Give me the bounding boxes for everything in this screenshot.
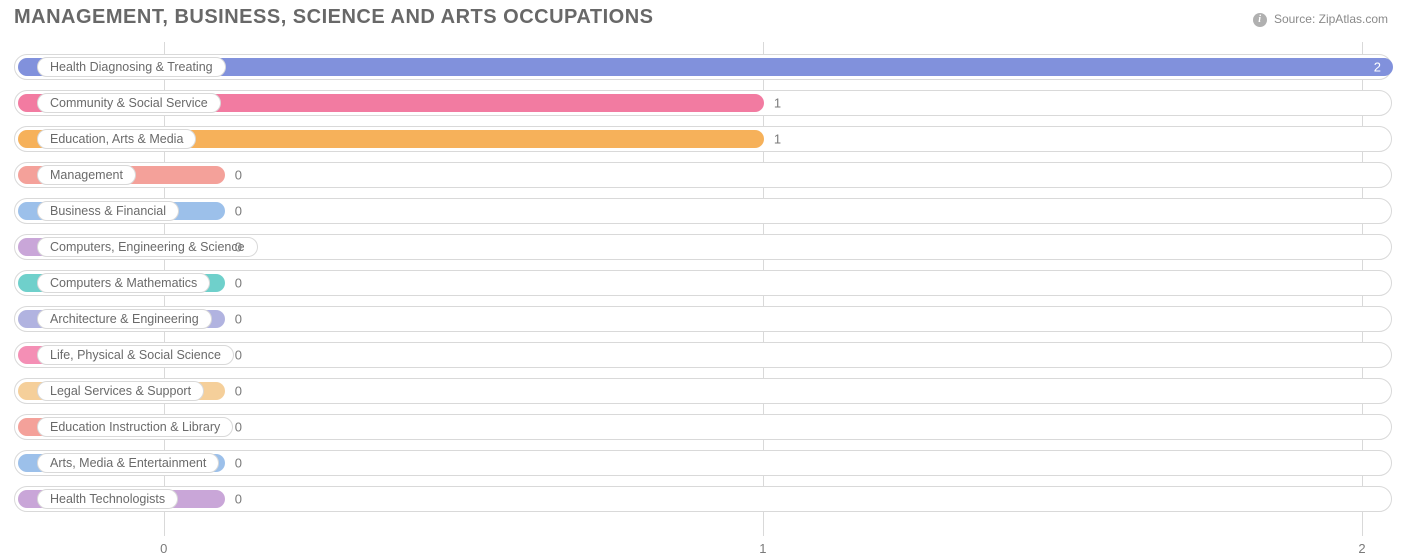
- bar-label: Management: [37, 165, 136, 185]
- bar-value: 0: [235, 168, 242, 183]
- bar-label: Computers, Engineering & Science: [37, 237, 258, 257]
- bar-track: Architecture & Engineering 0: [14, 306, 1392, 332]
- plot-area: 0 1 2Health Diagnosing & Treating 2 Communit…: [14, 42, 1392, 536]
- bar-value: 0: [235, 384, 242, 399]
- bar-value: 1: [774, 96, 781, 111]
- chart-source: i Source: ZipAtlas.com: [1253, 12, 1388, 27]
- bar-track: Arts, Media & Entertainment 0: [14, 450, 1392, 476]
- bar-track: Health Diagnosing & Treating 2: [14, 54, 1392, 80]
- bar-value: 0: [235, 420, 242, 435]
- chart-title: MANAGEMENT, BUSINESS, SCIENCE AND ARTS O…: [14, 6, 653, 29]
- bar-label: Health Technologists: [37, 489, 178, 509]
- chart-container: MANAGEMENT, BUSINESS, SCIENCE AND ARTS O…: [0, 0, 1406, 558]
- bar-value: 2: [1374, 60, 1381, 75]
- bar-value: 0: [235, 492, 242, 507]
- bar-track: Computers, Engineering & Science0: [14, 234, 1392, 260]
- bar-label: Life, Physical & Social Science: [37, 345, 234, 365]
- bar-label: Community & Social Service: [37, 93, 221, 113]
- bar-label: Arts, Media & Entertainment: [37, 453, 219, 473]
- bar-value: 0: [235, 312, 242, 327]
- bar-track: Community & Social Service 1: [14, 90, 1392, 116]
- x-tick-label: 2: [1358, 541, 1365, 556]
- bar-label: Health Diagnosing & Treating: [37, 57, 226, 77]
- bar-track: Management 0: [14, 162, 1392, 188]
- bar-track: Legal Services & Support 0: [14, 378, 1392, 404]
- x-tick-label: 1: [759, 541, 766, 556]
- bar-label: Education, Arts & Media: [37, 129, 196, 149]
- source-name: ZipAtlas.com: [1319, 12, 1388, 26]
- bar-label: Legal Services & Support: [37, 381, 204, 401]
- bar-track: Life, Physical & Social Science0: [14, 342, 1392, 368]
- bar-value: 0: [235, 204, 242, 219]
- bar-value: 1: [774, 132, 781, 147]
- bar-track: Business & Financial 0: [14, 198, 1392, 224]
- bar-value: 0: [235, 276, 242, 291]
- bar-value: 0: [235, 348, 242, 363]
- bar-label: Education Instruction & Library: [37, 417, 233, 437]
- bar-label: Business & Financial: [37, 201, 179, 221]
- bar-track: Health Technologists 0: [14, 486, 1392, 512]
- bar-track: Computers & Mathematics 0: [14, 270, 1392, 296]
- x-tick-label: 0: [160, 541, 167, 556]
- bar-value: 0: [235, 240, 242, 255]
- bar-track: Education, Arts & Media 1: [14, 126, 1392, 152]
- bar-label: Computers & Mathematics: [37, 273, 210, 293]
- bar-track: Education Instruction & Library0: [14, 414, 1392, 440]
- bar-value: 0: [235, 456, 242, 471]
- bar-label: Architecture & Engineering: [37, 309, 212, 329]
- info-icon: i: [1253, 13, 1267, 27]
- source-label: Source:: [1274, 12, 1315, 26]
